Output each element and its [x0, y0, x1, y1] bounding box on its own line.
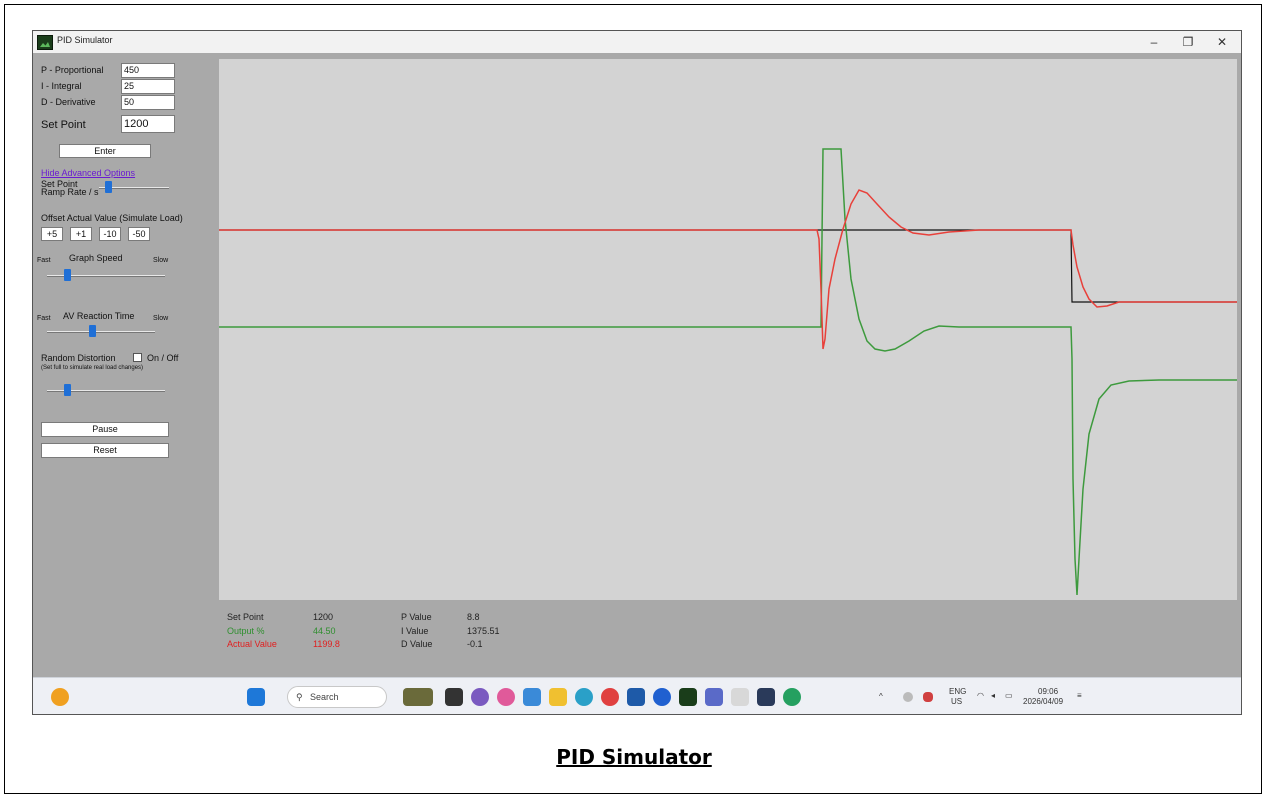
teams-icon[interactable] [705, 688, 723, 706]
language-indicator[interactable]: ENG [949, 687, 967, 696]
edge-icon[interactable] [575, 688, 593, 706]
status-setpoint-label: Set Point [227, 612, 264, 622]
close-button[interactable]: ✕ [1216, 35, 1228, 49]
pid-app-icon[interactable] [679, 688, 697, 706]
file-explorer-icon[interactable] [549, 688, 567, 706]
status-p-value: 8.8 [467, 612, 480, 622]
app-icon-10[interactable] [653, 688, 671, 706]
app-icon-14[interactable] [757, 688, 775, 706]
i-label: I - Integral [41, 81, 82, 91]
status-i-label: I Value [401, 626, 429, 636]
av-reaction-slider-thumb[interactable] [89, 325, 97, 337]
av-reaction-slider[interactable] [47, 331, 155, 333]
app-icon-13[interactable] [731, 688, 749, 706]
whatsapp-icon[interactable] [783, 688, 801, 706]
status-d-value: -0.1 [467, 639, 483, 649]
p-input[interactable]: 450 [121, 63, 175, 78]
tray-icon-1[interactable] [903, 692, 913, 702]
av-reaction-label: AV Reaction Time [63, 311, 135, 321]
status-p-label: P Value [401, 612, 432, 622]
mail-icon[interactable] [627, 688, 645, 706]
random-distortion-checkbox[interactable] [133, 353, 142, 362]
status-actual-value: 1199.8 [313, 639, 340, 649]
start-icon[interactable] [247, 688, 265, 706]
d-label: D - Derivative [41, 97, 96, 107]
setpoint-label: Set Point [41, 119, 86, 131]
control-panel: P - Proportional 450 I - Integral 25 D -… [33, 53, 218, 633]
status-actual-label: Actual Value [227, 639, 277, 649]
i-input[interactable]: 25 [121, 79, 175, 94]
clock-date: 2026/04/09 [1023, 697, 1064, 706]
onoff-label: On / Off [147, 353, 179, 363]
enter-button[interactable]: Enter [59, 144, 151, 158]
screenshot: PID Simulator – ❐ ✕ P - Proportional 450… [32, 30, 1242, 715]
status-output-value: 44.50 [313, 626, 336, 636]
app-icon-5[interactable] [523, 688, 541, 706]
advanced-options-link[interactable]: Hide Advanced Options [41, 168, 136, 178]
graph-speed-slider[interactable] [47, 275, 165, 277]
offset-minus10-button[interactable]: -10 [99, 227, 121, 241]
figure-caption: PID Simulator [556, 745, 712, 769]
title-bar: PID Simulator – ❐ ✕ [33, 31, 1241, 53]
minimize-button[interactable]: – [1150, 35, 1158, 49]
taskbar: ⚲ Search ^ ENG US ◠ ◂ ▭ 09:06 2026/04/09… [33, 677, 1241, 714]
graph-speed-label: Graph Speed [69, 253, 123, 263]
ramp-label-2: Ramp Rate / s [41, 187, 99, 197]
search-box[interactable]: ⚲ Search [287, 686, 387, 708]
window-title: PID Simulator [57, 35, 113, 45]
figure-frame [4, 4, 1262, 794]
search-placeholder: Search [310, 692, 339, 702]
language-region: US [951, 697, 963, 706]
tray-icon-2[interactable] [923, 692, 933, 702]
offset-plus5-button[interactable]: +5 [41, 227, 63, 241]
search-icon: ⚲ [296, 692, 303, 702]
app-icon-3[interactable] [471, 688, 489, 706]
copilot-icon[interactable] [497, 688, 515, 706]
setpoint-input[interactable]: 1200 [121, 115, 175, 133]
app-icon-8[interactable] [601, 688, 619, 706]
status-output-label: Output % [227, 626, 265, 636]
clock-time[interactable]: 09:06 [1038, 687, 1059, 696]
av-reaction-fast-label: Fast [37, 315, 51, 322]
random-slider-thumb[interactable] [63, 384, 71, 396]
notifications-icon[interactable]: ≡ [1077, 691, 1082, 700]
offset-label: Offset Actual Value (Simulate Load) [41, 213, 183, 223]
status-setpoint-value: 1200 [313, 612, 334, 622]
offset-minus50-button[interactable]: -50 [128, 227, 150, 241]
random-distortion-label: Random Distortion [41, 353, 116, 363]
status-i-value: 1375.51 [467, 626, 500, 636]
wifi-icon[interactable]: ◠ [977, 691, 984, 700]
p-label: P - Proportional [41, 65, 104, 75]
d-input[interactable]: 50 [121, 95, 175, 110]
graph-speed-slow-label: Slow [153, 257, 169, 264]
volume-icon[interactable]: ◂ [991, 691, 996, 700]
output-trace [219, 148, 1237, 596]
graph-area [219, 59, 1237, 600]
reset-button[interactable]: Reset [41, 443, 169, 458]
status-panel: Set Point 1200 Output % 44.50 Actual Val… [219, 606, 819, 649]
actual-value-trace [219, 189, 1237, 350]
ramp-slider-thumb[interactable] [105, 181, 113, 193]
random-hint: (Set full to simulate real load changes) [41, 365, 144, 371]
restore-button[interactable]: ❐ [1182, 35, 1194, 49]
ramp-label-1: Set Point [41, 179, 78, 189]
app-icon-1[interactable] [403, 688, 433, 706]
offset-plus1-button[interactable]: +1 [70, 227, 92, 241]
graph-speed-fast-label: Fast [37, 257, 51, 264]
app-icon-2[interactable] [445, 688, 463, 706]
graph-speed-slider-thumb[interactable] [63, 269, 71, 281]
av-reaction-slow-label: Slow [153, 315, 169, 322]
pause-button[interactable]: Pause [41, 422, 169, 437]
response-graph [219, 148, 1237, 596]
weather-icon[interactable] [51, 688, 69, 706]
ramp-slider[interactable] [99, 187, 169, 189]
chevron-up-icon[interactable]: ^ [879, 692, 883, 701]
status-d-label: D Value [401, 639, 433, 649]
battery-icon[interactable]: ▭ [1005, 691, 1013, 700]
app-icon [37, 35, 53, 50]
random-slider[interactable] [47, 390, 165, 392]
